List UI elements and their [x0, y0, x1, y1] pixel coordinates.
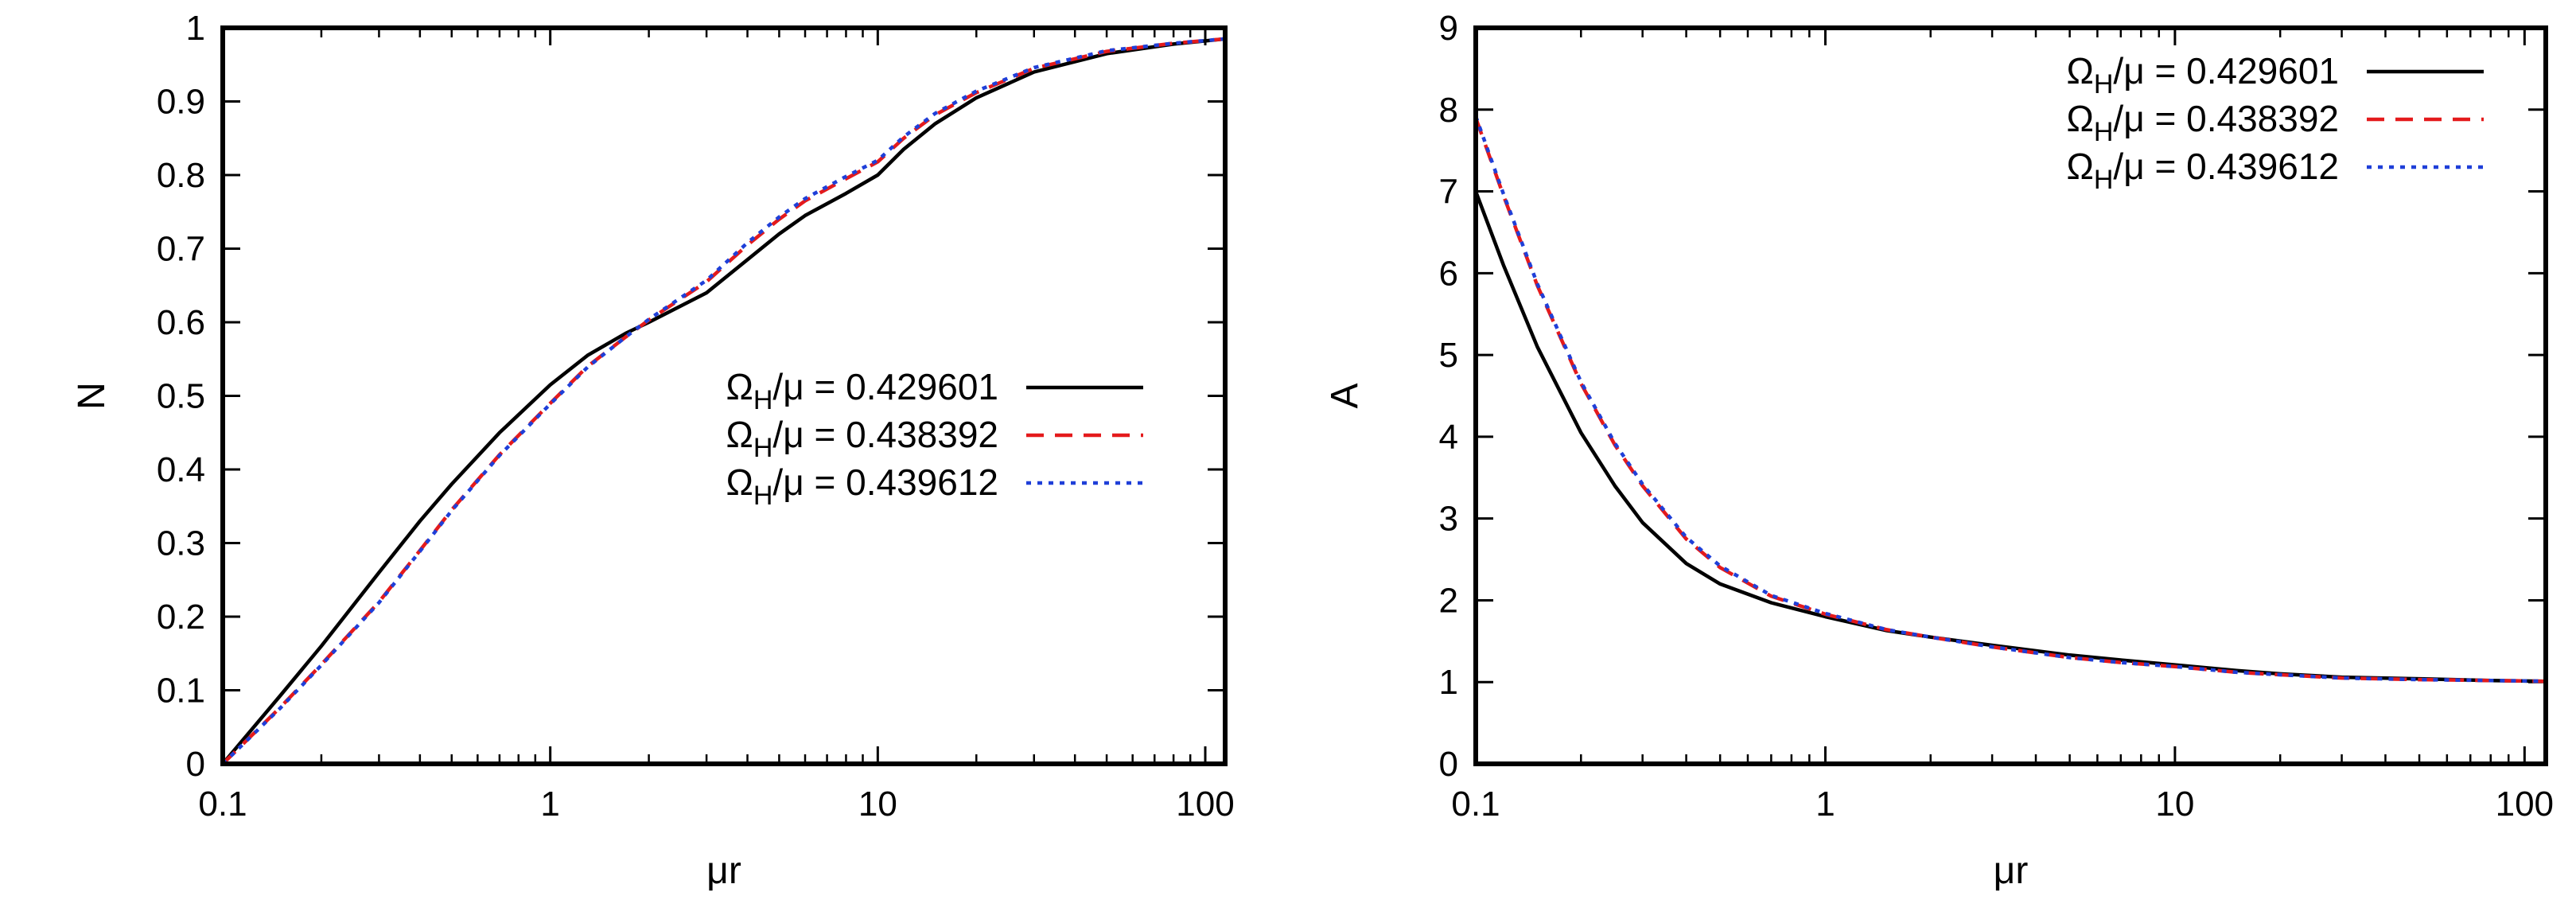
legend-label: ΩH/μ = 0.438392	[726, 414, 998, 463]
legend-label: ΩH/μ = 0.438392	[2066, 98, 2339, 147]
legend-label-suffix: /μ = 0.439612	[2113, 146, 2339, 187]
x-tick-label: 1	[540, 785, 559, 824]
legend-label-prefix: Ω	[726, 462, 753, 503]
series-line-1	[1476, 190, 2546, 683]
legend-label-suffix: /μ = 0.438392	[772, 414, 998, 455]
y-tick-label: 0.5	[157, 377, 205, 416]
y-tick-label: 2	[1439, 581, 1458, 620]
legend-label-subscript: H	[2094, 165, 2114, 195]
y-tick-label: 9	[1439, 9, 1458, 48]
legend-label: ΩH/μ = 0.439612	[726, 462, 998, 511]
y-tick-label: 0.3	[157, 524, 205, 563]
y-tick-label: 7	[1439, 173, 1458, 212]
chart-panel-N: 00.10.20.30.40.50.60.70.80.910.1 1 10 100μr…	[71, 9, 1235, 892]
y-tick-label: 4	[1439, 418, 1458, 457]
legend-label-suffix: /μ = 0.429601	[2113, 50, 2339, 92]
y-tick-label: 3	[1439, 500, 1458, 539]
y-tick-label: 0.2	[157, 598, 205, 637]
y-tick-label: 5	[1439, 336, 1458, 375]
legend-label-prefix: Ω	[2066, 98, 2093, 139]
legend-label: ΩH/μ = 0.429601	[2066, 50, 2339, 99]
series-line-3	[223, 37, 1225, 764]
legend-label-subscript: H	[753, 385, 773, 415]
legend-label-suffix: /μ = 0.429601	[772, 366, 998, 407]
y-tick-label: 0.7	[157, 230, 205, 269]
legend-label-subscript: H	[2094, 117, 2114, 147]
x-tick-label: 100	[2496, 785, 2554, 824]
x-axis-label: μr	[1994, 850, 2029, 892]
plot-frame	[220, 25, 1228, 766]
series-line-2	[223, 37, 1225, 764]
legend-label-prefix: Ω	[2066, 146, 2093, 187]
x-tick-label: 100	[1176, 785, 1234, 824]
legend-label: ΩH/μ = 0.439612	[2066, 146, 2339, 195]
y-tick-label: 0	[1439, 745, 1458, 784]
legend-label-subscript: H	[753, 433, 773, 463]
series-line-3	[1476, 115, 2546, 683]
plot-frame	[1473, 25, 2548, 766]
x-tick-label: 10	[2155, 785, 2194, 824]
legend-label-subscript: H	[753, 481, 773, 511]
legend-label: ΩH/μ = 0.429601	[726, 366, 998, 415]
y-tick-label: 1	[1439, 663, 1458, 702]
y-tick-label: 0	[186, 745, 205, 784]
x-tick-label: 0.1	[198, 785, 247, 824]
legend-label-suffix: /μ = 0.438392	[2113, 98, 2339, 139]
series-line-2	[1476, 117, 2546, 683]
legend-label-subscript: H	[2094, 69, 2114, 99]
y-tick-label: 0.4	[157, 450, 205, 489]
y-tick-label: 0.8	[157, 156, 205, 195]
y-axis-label: N	[71, 382, 113, 410]
y-tick-label: 8	[1439, 91, 1458, 130]
legend-label-prefix: Ω	[726, 366, 753, 407]
y-axis-label: A	[1324, 383, 1366, 408]
legend-label-prefix: Ω	[726, 414, 753, 455]
x-tick-label: 1	[1815, 785, 1835, 824]
x-tick-label: 0.1	[1451, 785, 1500, 824]
y-tick-label: 0.1	[157, 672, 205, 711]
y-tick-label: 0.6	[157, 303, 205, 342]
x-tick-label: 10	[858, 785, 897, 824]
legend-label-prefix: Ω	[2066, 50, 2093, 92]
y-tick-label: 0.9	[157, 83, 205, 122]
y-tick-label: 6	[1439, 254, 1458, 293]
y-tick-label: 1	[186, 9, 205, 48]
legend-label-suffix: /μ = 0.439612	[772, 462, 998, 503]
series-line-1	[223, 37, 1225, 764]
x-axis-label: μr	[706, 850, 741, 892]
